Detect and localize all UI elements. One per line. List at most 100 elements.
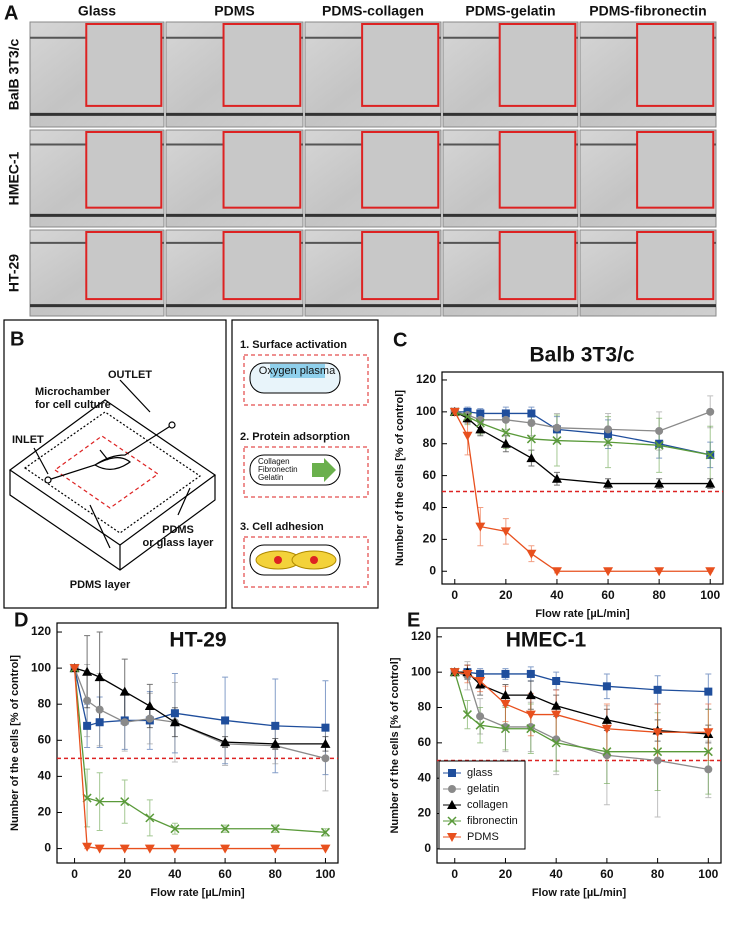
chart-title: HMEC-1 <box>506 629 587 652</box>
data-point <box>475 522 486 532</box>
data-point <box>551 710 562 720</box>
data-point <box>320 827 330 837</box>
data-point <box>552 677 561 686</box>
data-point <box>95 797 105 807</box>
data-point <box>603 567 614 577</box>
data-point <box>145 714 154 723</box>
data-point <box>526 669 535 678</box>
data-point <box>220 737 231 747</box>
column-header: PDMS-collagen <box>322 3 424 19</box>
x-tick-label: 40 <box>549 867 563 881</box>
data-point <box>220 824 230 834</box>
y-tick-label: 20 <box>418 806 432 820</box>
data-point <box>525 690 536 700</box>
data-point <box>220 844 231 854</box>
data-point <box>475 720 485 730</box>
panel-label: E <box>407 609 420 631</box>
diagram-label: PDMS <box>162 524 194 536</box>
diagram-label: 1. Surface activation <box>240 339 347 351</box>
data-point <box>95 718 104 727</box>
data-point <box>500 690 511 700</box>
inset <box>498 131 577 209</box>
y-tick-label: 0 <box>424 841 431 855</box>
inset <box>498 231 577 301</box>
data-point <box>527 409 536 418</box>
x-tick-label: 20 <box>499 588 513 602</box>
data-point <box>653 756 662 765</box>
inset <box>222 131 302 209</box>
legend-label: glass <box>467 767 493 779</box>
diagram-label: for cell culture <box>35 399 111 411</box>
diagram-label: Oxygen plasma <box>259 365 336 377</box>
diagram-label: 3. Cell adhesion <box>240 521 324 533</box>
data-point <box>83 721 92 730</box>
panel-label: D <box>14 609 28 631</box>
data-point <box>94 672 105 682</box>
diagram-label: Collagen <box>258 457 290 466</box>
y-tick-label: 80 <box>423 436 437 450</box>
column-header: PDMS-gelatin <box>465 3 555 19</box>
y-axis-title: Number of the cells [% of control] <box>9 655 21 831</box>
data-point <box>82 666 93 676</box>
data-point <box>603 437 613 447</box>
panel-label: A <box>4 2 18 24</box>
data-point <box>82 842 93 852</box>
data-point <box>705 478 716 488</box>
legend-marker <box>448 769 456 777</box>
x-tick-label: 0 <box>451 588 458 602</box>
data-point <box>526 549 537 559</box>
data-point <box>320 844 331 854</box>
column-header: PDMS <box>214 3 254 19</box>
data-point <box>501 428 511 438</box>
y-tick-label: 40 <box>423 500 437 514</box>
legend-marker <box>447 833 457 842</box>
inset <box>85 231 163 301</box>
data-point <box>462 431 473 441</box>
data-point <box>475 424 486 434</box>
data-point <box>83 696 92 705</box>
series-line <box>73 667 326 759</box>
data-point <box>602 747 612 757</box>
data-point <box>476 409 485 418</box>
chip-drawing <box>8 379 217 571</box>
data-point <box>655 426 664 435</box>
data-point <box>601 714 612 724</box>
data-point <box>321 723 330 732</box>
diagram-label: B <box>10 328 24 350</box>
data-point <box>463 412 473 422</box>
x-tick-label: 80 <box>651 867 665 881</box>
data-point <box>551 700 562 710</box>
data-point <box>654 478 665 488</box>
column-header: PDMS-fibronectin <box>589 3 706 19</box>
data-point <box>654 567 665 577</box>
data-point <box>526 434 536 444</box>
y-tick-label: 60 <box>38 732 52 746</box>
data-point <box>604 430 613 439</box>
inset <box>361 23 440 107</box>
y-tick-label: 60 <box>418 735 432 749</box>
x-tick-label: 100 <box>698 867 718 881</box>
diagram-label: OUTLET <box>108 369 152 381</box>
data-point <box>462 669 473 679</box>
inset <box>361 231 440 301</box>
data-point <box>551 567 562 577</box>
data-point <box>705 450 715 460</box>
series-line <box>454 671 709 735</box>
data-point <box>145 813 155 823</box>
series-line <box>73 668 326 833</box>
y-tick-label: 80 <box>38 696 52 710</box>
data-point <box>475 677 486 687</box>
data-point <box>604 425 613 434</box>
data-point <box>500 438 511 448</box>
data-point <box>704 687 713 696</box>
y-tick-label: 0 <box>44 841 51 855</box>
y-axis-title: Number of the cells [% of control] <box>394 390 406 566</box>
diagram-label: Microchamber <box>35 386 111 398</box>
inset <box>636 231 715 301</box>
series-line <box>454 411 711 456</box>
data-point <box>449 668 460 678</box>
inset <box>636 23 715 107</box>
y-tick-label: 20 <box>423 532 437 546</box>
legend-label: gelatin <box>467 783 499 795</box>
